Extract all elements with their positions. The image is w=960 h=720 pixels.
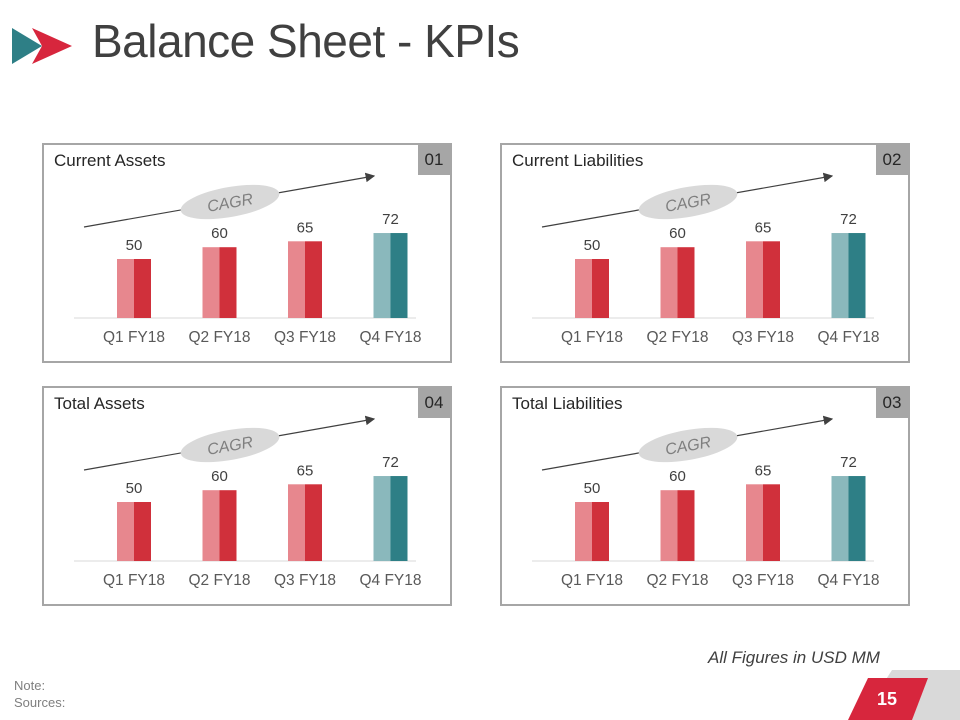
page-number-ribbon [848,670,960,720]
x-tick-label: Q1 FY18 [561,329,623,346]
x-tick-label: Q2 FY18 [188,329,250,346]
data-label: 60 [669,468,686,485]
bar-right-half [763,241,780,318]
x-tick-label: Q4 FY18 [817,329,879,346]
x-tick-label: Q4 FY18 [359,329,421,346]
bar-left-half [831,233,849,318]
bar-left-half [660,490,678,561]
x-tick-label: Q3 FY18 [732,572,794,589]
panel-number-badge: 01 [418,145,450,175]
bar-right-half [219,490,237,561]
kpi-panel-total-assets: CAGR 50 Q1 FY18 60 Q2 FY18 65 Q3 FY18 72 Q4 FY18… [42,386,452,606]
data-label: 65 [755,462,772,479]
data-label: 65 [297,462,314,479]
data-label: 60 [211,225,228,242]
data-label: 65 [755,219,772,236]
data-label: 72 [840,211,857,228]
bar-right-half [134,259,151,318]
panel-title: Current Assets [54,151,166,170]
bar-right-half [305,241,322,318]
x-tick-label: Q3 FY18 [274,572,336,589]
kpi-panel-current-assets: CAGR 50 Q1 FY18 60 Q2 FY18 65 Q3 FY18 72 Q4 FY18… [42,143,452,363]
bar-right-half [305,484,322,561]
panel-title: Total Assets [54,394,145,413]
x-tick-label: Q2 FY18 [646,572,708,589]
cagr-ellipse [638,427,738,463]
bar-left-half [746,241,763,318]
bar-left-half [575,502,592,561]
arrow-logo-icon [12,28,72,64]
x-tick-label: Q2 FY18 [188,572,250,589]
bar-right-half [763,484,780,561]
bar-left-half [288,484,305,561]
cagr-ellipse [180,427,280,463]
kpi-panel-total-liabilities: CAGR 50 Q1 FY18 60 Q2 FY18 65 Q3 FY18 72 Q4 FY18… [500,386,910,606]
bar-left-half [288,241,305,318]
data-label: 72 [840,454,857,471]
bar-right-half [848,233,866,318]
data-label: 50 [584,480,601,497]
data-label: 65 [297,219,314,236]
x-tick-label: Q1 FY18 [561,572,623,589]
bar-right-half [219,247,237,318]
bar-left-half [373,476,391,561]
bar-left-half [202,247,220,318]
panel-number-badge: 02 [876,145,908,175]
cagr-ellipse [638,184,738,220]
bar-left-half [117,502,134,561]
page-number: 15 [876,689,898,709]
data-label: 50 [126,480,143,497]
bar-left-half [202,490,220,561]
x-tick-label: Q3 FY18 [274,329,336,346]
sources-label: Sources: [14,695,66,710]
data-label: 72 [382,211,399,228]
bar-left-half [373,233,391,318]
x-tick-label: Q1 FY18 [103,329,165,346]
note-label: Note: [14,678,46,693]
cagr-ellipse [180,184,280,220]
x-tick-label: Q3 FY18 [732,329,794,346]
bar-right-half [592,502,609,561]
bar-right-half [592,259,609,318]
data-label: 50 [126,237,143,254]
x-tick-label: Q1 FY18 [103,572,165,589]
x-tick-label: Q4 FY18 [359,572,421,589]
bar-right-half [390,476,408,561]
bar-left-half [117,259,134,318]
bar-right-half [848,476,866,561]
panel-title: Current Liabilities [512,151,644,170]
panel-number-badge: 03 [876,388,908,418]
data-label: 72 [382,454,399,471]
bar-left-half [746,484,763,561]
x-tick-label: Q2 FY18 [646,329,708,346]
panel-title: Total Liabilities [512,394,623,413]
bar-right-half [134,502,151,561]
bar-left-half [831,476,849,561]
x-tick-label: Q4 FY18 [817,572,879,589]
page-title: Balance Sheet - KPIs [92,15,520,67]
kpi-panel-current-liabilities: CAGR 50 Q1 FY18 60 Q2 FY18 65 Q3 FY18 72 Q4 FY18… [500,143,910,363]
bar-left-half [660,247,678,318]
panel-number-badge: 04 [418,388,450,418]
bar-left-half [575,259,592,318]
data-label: 60 [211,468,228,485]
bar-right-half [677,247,695,318]
data-label: 50 [584,237,601,254]
bar-right-half [390,233,408,318]
units-note: All Figures in USD MM [708,648,880,667]
data-label: 60 [669,225,686,242]
bar-right-half [677,490,695,561]
